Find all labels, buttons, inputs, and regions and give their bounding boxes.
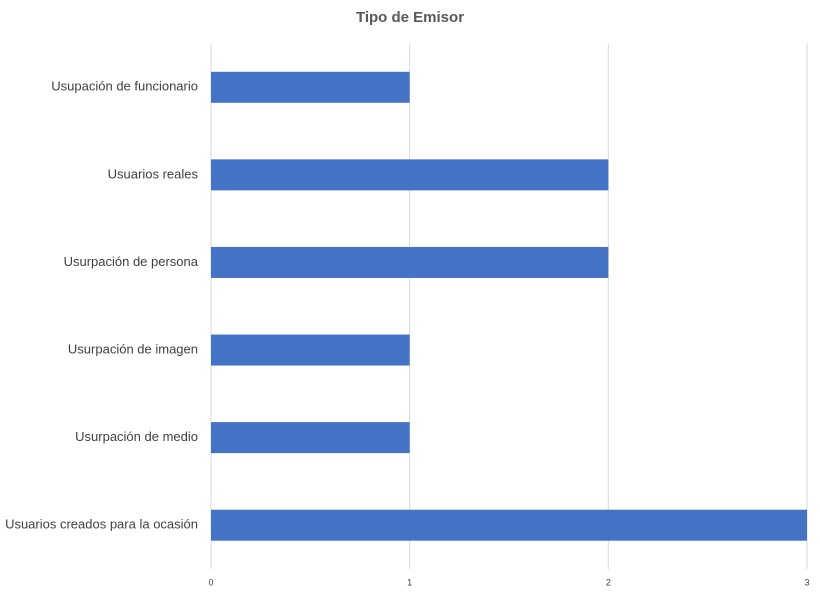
chart-title: Tipo de Emisor xyxy=(356,9,464,26)
y-tick-label: Usuarios creados para la ocasión xyxy=(5,517,198,532)
bar xyxy=(211,509,807,541)
y-tick-label: Usurpación de medio xyxy=(75,429,198,444)
y-tick-label: Usupación de funcionario xyxy=(51,79,198,94)
y-tick-label: Usurpación de imagen xyxy=(68,341,198,356)
x-tick-label: 0 xyxy=(208,577,213,587)
bar xyxy=(211,334,410,366)
bar xyxy=(211,422,410,454)
y-tick-label: Usurpación de persona xyxy=(64,254,199,269)
bar xyxy=(211,71,410,103)
y-tick-label: Usuarios reales xyxy=(108,166,199,181)
x-tick-label: 3 xyxy=(804,577,809,587)
x-tick-label: 1 xyxy=(407,577,412,587)
bar xyxy=(211,246,609,278)
bar xyxy=(211,159,609,191)
x-tick-label: 2 xyxy=(606,577,611,587)
